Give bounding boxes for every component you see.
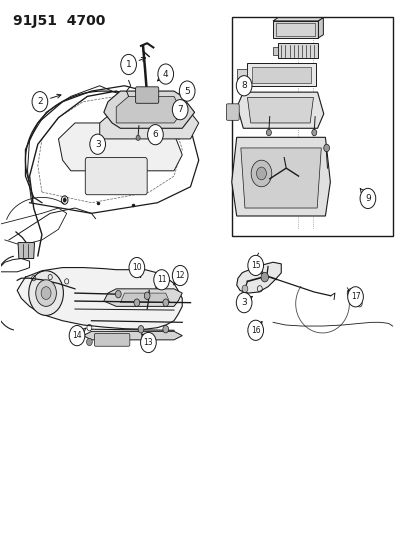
Polygon shape xyxy=(247,63,315,86)
Circle shape xyxy=(162,299,168,306)
FancyBboxPatch shape xyxy=(94,334,130,346)
Text: 3: 3 xyxy=(241,298,247,307)
Circle shape xyxy=(140,333,156,353)
Text: 15: 15 xyxy=(250,261,260,270)
Polygon shape xyxy=(236,262,280,293)
Polygon shape xyxy=(252,67,310,83)
Circle shape xyxy=(69,326,85,346)
Text: 12: 12 xyxy=(175,271,185,280)
Polygon shape xyxy=(18,243,34,259)
Circle shape xyxy=(359,188,375,208)
Text: 8: 8 xyxy=(241,81,247,90)
Text: 4: 4 xyxy=(163,70,168,78)
Circle shape xyxy=(247,255,263,276)
Circle shape xyxy=(41,287,51,300)
Circle shape xyxy=(172,265,188,286)
Circle shape xyxy=(144,292,150,300)
Text: 5: 5 xyxy=(184,86,190,95)
Text: 13: 13 xyxy=(143,338,153,347)
Circle shape xyxy=(153,270,169,290)
Circle shape xyxy=(348,291,351,295)
Bar xyxy=(231,17,392,236)
Circle shape xyxy=(266,130,271,136)
Circle shape xyxy=(247,320,263,341)
Circle shape xyxy=(251,160,271,187)
Polygon shape xyxy=(58,123,182,171)
Polygon shape xyxy=(104,91,194,128)
Polygon shape xyxy=(318,18,323,38)
Circle shape xyxy=(121,54,136,75)
FancyBboxPatch shape xyxy=(85,158,147,195)
Polygon shape xyxy=(100,112,198,139)
Circle shape xyxy=(323,144,329,152)
Circle shape xyxy=(256,167,266,180)
Circle shape xyxy=(32,92,47,112)
Circle shape xyxy=(86,338,92,346)
Circle shape xyxy=(147,125,163,145)
Text: 6: 6 xyxy=(152,130,158,139)
Circle shape xyxy=(236,76,252,96)
Circle shape xyxy=(63,198,66,202)
Circle shape xyxy=(90,134,105,155)
Polygon shape xyxy=(104,289,182,306)
Polygon shape xyxy=(120,293,169,303)
Circle shape xyxy=(115,290,121,298)
FancyBboxPatch shape xyxy=(135,87,158,103)
Text: 11: 11 xyxy=(157,275,166,284)
Circle shape xyxy=(179,81,195,101)
Circle shape xyxy=(347,287,363,307)
Text: 7: 7 xyxy=(177,105,183,114)
Bar xyxy=(272,47,277,55)
Polygon shape xyxy=(247,98,313,123)
Text: 16: 16 xyxy=(250,326,260,335)
Polygon shape xyxy=(83,332,182,340)
Polygon shape xyxy=(17,268,182,329)
Circle shape xyxy=(162,326,168,333)
Bar xyxy=(237,69,247,80)
Circle shape xyxy=(157,64,173,84)
Polygon shape xyxy=(116,96,182,123)
Circle shape xyxy=(129,257,145,278)
Circle shape xyxy=(311,130,316,136)
Text: 3: 3 xyxy=(95,140,100,149)
Circle shape xyxy=(138,326,144,333)
Bar xyxy=(277,43,317,58)
Circle shape xyxy=(36,280,56,306)
Polygon shape xyxy=(272,18,323,21)
Circle shape xyxy=(236,293,252,313)
Circle shape xyxy=(28,271,63,316)
Polygon shape xyxy=(231,138,330,216)
Circle shape xyxy=(172,100,188,120)
Circle shape xyxy=(242,285,247,293)
Text: 9: 9 xyxy=(364,194,370,203)
Text: 17: 17 xyxy=(350,292,359,301)
Text: 1: 1 xyxy=(126,60,131,69)
Circle shape xyxy=(136,135,140,141)
Text: 2: 2 xyxy=(37,97,43,106)
FancyBboxPatch shape xyxy=(226,104,239,120)
Polygon shape xyxy=(237,92,323,128)
Polygon shape xyxy=(240,148,320,208)
Text: 10: 10 xyxy=(132,263,141,272)
Circle shape xyxy=(261,272,268,282)
Text: 91J51  4700: 91J51 4700 xyxy=(13,14,105,28)
Circle shape xyxy=(134,299,140,306)
Polygon shape xyxy=(272,21,318,38)
Text: 14: 14 xyxy=(72,331,82,340)
